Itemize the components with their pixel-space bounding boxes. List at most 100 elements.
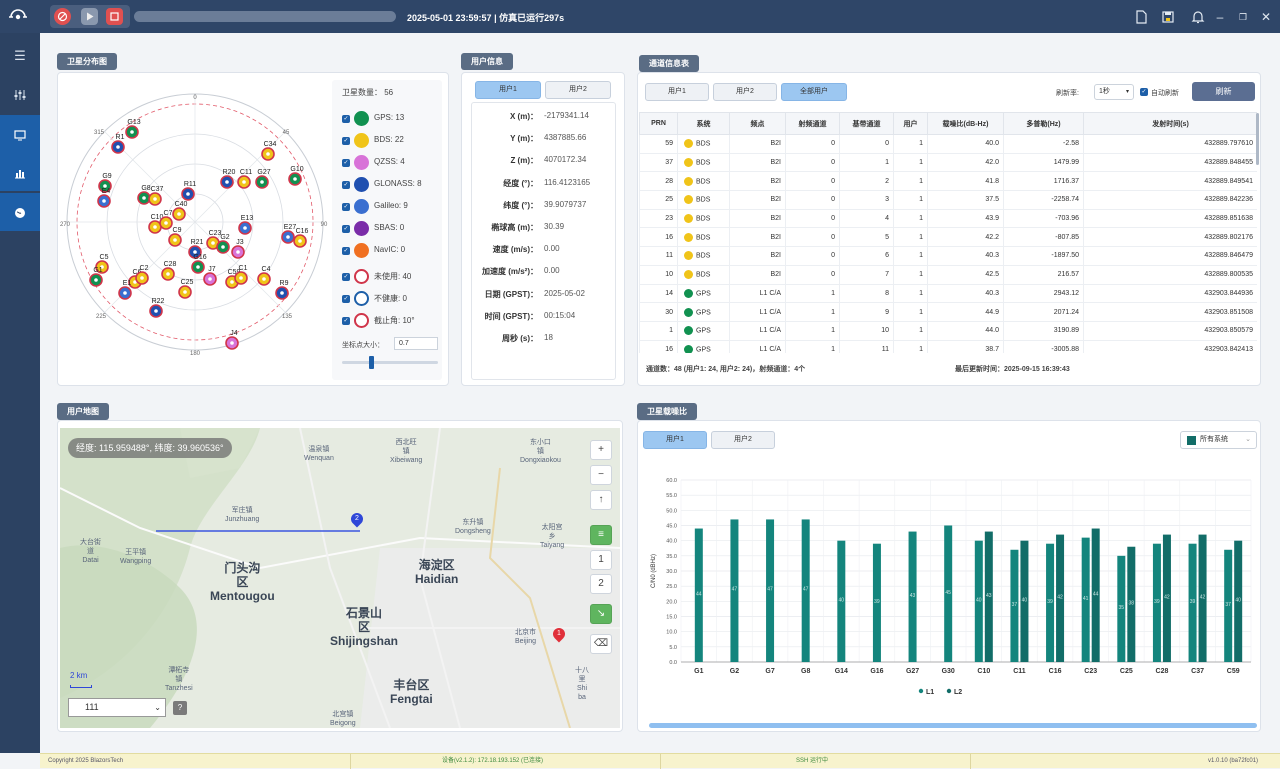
track-button[interactable]: ↘ [590, 604, 612, 624]
system-checkbox[interactable]: ✓ [342, 247, 350, 255]
stop-icon[interactable] [106, 8, 123, 25]
satellite-point[interactable] [125, 125, 139, 139]
system-checkbox[interactable]: ✓ [342, 159, 350, 167]
chart-scrollbar[interactable] [649, 723, 1257, 728]
satellite-point[interactable] [111, 140, 125, 154]
sky-plot[interactable]: 0 45 90 135 180 225 270 315 G13 R1 G9 E4 G8 C37 R11 C40… [55, 82, 335, 362]
satellite-point[interactable] [159, 216, 173, 230]
table-row[interactable]: 16 BDS B2I 0 5 1 42.2 -807.85 432889.802… [639, 227, 1257, 248]
satellite-point[interactable] [238, 221, 252, 235]
satellite-point[interactable] [191, 260, 205, 274]
satellite-point[interactable] [148, 220, 162, 234]
bar-l1[interactable] [1117, 555, 1126, 662]
menu-icon[interactable]: ☰ [14, 48, 26, 63]
satellite-point[interactable] [178, 285, 192, 299]
system-checkbox[interactable]: ✓ [342, 225, 350, 233]
user-select[interactable]: 111 ⌄ [68, 698, 166, 717]
satellite-point[interactable] [135, 271, 149, 285]
satellite-point[interactable] [231, 245, 245, 259]
user2-button[interactable]: 2 [590, 574, 612, 594]
legend-label[interactable]: L2 [954, 689, 962, 696]
clear-button[interactable]: ⌫ [590, 634, 612, 654]
state-checkbox[interactable]: ✓ [342, 295, 350, 303]
legend-label[interactable]: L1 [926, 689, 934, 696]
refresh-rate-select[interactable]: 1秒 ▾ [1094, 84, 1134, 100]
marker-2[interactable]: 2 [348, 510, 366, 528]
satellite-point[interactable] [293, 234, 307, 248]
zoom-in-button[interactable]: + [590, 440, 612, 460]
satellite-point[interactable] [275, 286, 289, 300]
satellite-point[interactable] [168, 233, 182, 247]
bar-l1[interactable] [766, 519, 775, 662]
bar-l1[interactable] [974, 540, 983, 662]
bar-l1[interactable] [1010, 549, 1019, 662]
column-header[interactable]: 系统 [677, 112, 730, 135]
layers-button[interactable]: ≡ [590, 525, 612, 545]
bar-l2[interactable] [1056, 534, 1065, 662]
satellite-point[interactable] [203, 272, 217, 286]
satellite-point[interactable] [288, 172, 302, 186]
bar-l2[interactable] [1091, 528, 1100, 662]
satellite-point[interactable] [118, 286, 132, 300]
state-checkbox[interactable]: ✓ [342, 317, 350, 325]
bar-l1[interactable] [837, 540, 846, 662]
satellite-point[interactable] [98, 179, 112, 193]
satellite-point[interactable] [257, 272, 271, 286]
sliders-icon[interactable] [0, 75, 40, 113]
system-checkbox[interactable]: ✓ [342, 115, 350, 123]
satellite-point[interactable] [237, 175, 251, 189]
table-row[interactable]: 10 BDS B2I 0 7 1 42.5 216.57 432889.8005… [639, 264, 1257, 285]
bar-l2[interactable] [1020, 540, 1029, 662]
bar-l1[interactable] [801, 519, 810, 662]
bar-l2[interactable] [1127, 546, 1136, 662]
play-icon[interactable] [81, 8, 98, 25]
table-row[interactable]: 37 BDS B2I 0 1 1 42.0 1479.99 432889.848… [639, 152, 1257, 173]
bar-l1[interactable] [1152, 543, 1161, 662]
bell-icon[interactable] [1190, 9, 1206, 25]
column-header[interactable]: 射频通道 [785, 112, 840, 135]
system-checkbox[interactable]: ✓ [342, 181, 350, 189]
table-row[interactable]: 30 GPS L1 C/A 1 9 1 44.9 2071.24 432903.… [639, 302, 1257, 322]
table-scrollbar[interactable] [1256, 113, 1259, 165]
satellite-point[interactable] [172, 207, 186, 221]
system-checkbox[interactable]: ✓ [342, 137, 350, 145]
column-header[interactable]: PRN [639, 112, 678, 135]
table-row[interactable]: 16 GPS L1 C/A 1 11 1 38.7 -3005.88 43290… [639, 339, 1257, 353]
table-row[interactable]: 25 BDS B2I 0 3 1 37.5 -2258.74 432889.84… [639, 190, 1257, 210]
minimize-icon[interactable]: – [1216, 10, 1224, 24]
table-row[interactable]: 1 GPS L1 C/A 1 10 1 44.0 3190.89 432903.… [639, 320, 1257, 341]
state-checkbox[interactable]: ✓ [342, 273, 350, 281]
channel-tab-user1[interactable]: 用户1 [645, 83, 709, 101]
bar-l1[interactable] [1188, 543, 1197, 662]
bar-l1[interactable] [908, 531, 917, 662]
cn0-tab-user1[interactable]: 用户1 [643, 431, 707, 449]
save-icon[interactable] [1160, 9, 1176, 25]
satellite-point[interactable] [149, 304, 163, 318]
channel-table-wrap[interactable]: PRN 系统 频点 射频通道 基带通道 用户 载噪比(dB-Hz) 多普勒(Hz) 发射时间(s… [639, 112, 1257, 353]
column-header[interactable]: 载噪比(dB-Hz) [927, 112, 1004, 135]
compass-button[interactable]: ↑ [590, 490, 612, 510]
satellite-point[interactable] [261, 147, 275, 161]
satellite-point[interactable] [220, 175, 234, 189]
column-header[interactable]: 用户 [893, 112, 928, 135]
satellite-point[interactable] [255, 175, 269, 189]
user1-button[interactable]: 1 [590, 550, 612, 570]
channel-tab-all[interactable]: 全部用户 [781, 83, 847, 101]
table-row[interactable]: 23 BDS B2I 0 4 1 43.9 -703.96 432889.851… [639, 208, 1257, 229]
restore-icon[interactable]: ❐ [1238, 12, 1248, 22]
system-checkbox[interactable]: ✓ [342, 203, 350, 211]
satellite-point[interactable] [137, 191, 151, 205]
point-size-input[interactable]: 0.7 [394, 337, 438, 350]
satellite-point[interactable] [234, 271, 248, 285]
column-header[interactable]: 基带通道 [839, 112, 894, 135]
user-info-tab-user2[interactable]: 用户2 [545, 81, 611, 99]
satellite-point[interactable] [188, 245, 202, 259]
bar-l1[interactable] [872, 543, 881, 662]
column-header[interactable]: 频点 [729, 112, 786, 135]
channel-tab-user2[interactable]: 用户2 [713, 83, 777, 101]
satellite-point[interactable] [225, 336, 239, 350]
refresh-button[interactable]: 刷新 [1192, 82, 1255, 101]
satellite-point[interactable] [89, 273, 103, 287]
auto-refresh-checkbox[interactable]: ✓ [1140, 88, 1148, 96]
monitor-icon[interactable] [0, 115, 40, 153]
